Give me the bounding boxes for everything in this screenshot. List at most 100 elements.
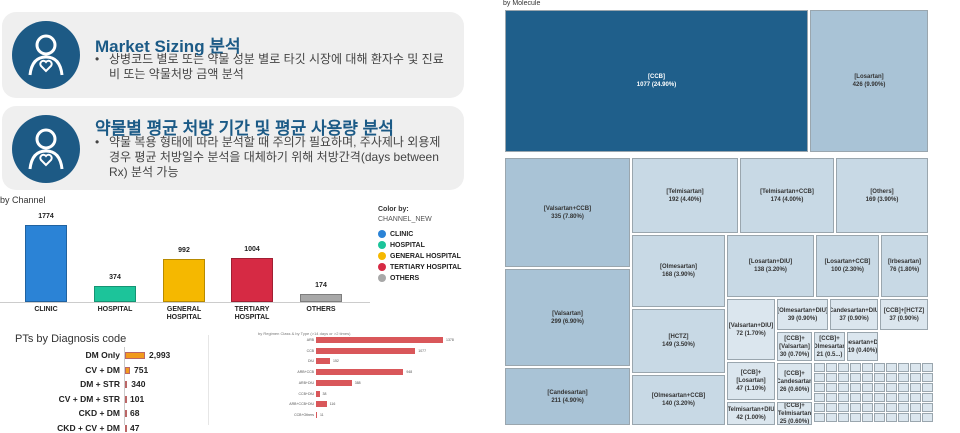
cell-name: [Olmesartan+CCB] — [651, 393, 706, 399]
legend-swatch — [378, 252, 386, 260]
treemap-cell-label: [Irbesartan+DIU]19 (0.40%) — [847, 339, 878, 355]
treemap-cell: [CCB]+[Losartan] 47 (1.10%) — [727, 362, 775, 400]
value-label: 116 — [329, 402, 336, 407]
treemap-cell-label: [CCB]+[Valsartan] 30 (0.70%) — [779, 335, 810, 358]
cell-pct: 3.20% — [767, 267, 785, 273]
bar — [25, 225, 67, 302]
cell-name: [Irbesartan+DIU] — [848, 339, 878, 346]
bar — [125, 381, 128, 388]
treemap-cell: [Losartan] 426 (9.90%) — [810, 10, 928, 152]
legend-item: OTHERS — [378, 274, 419, 282]
value-label: 340 — [131, 379, 146, 389]
category-label: ARB+DIU — [298, 380, 314, 385]
category-label: DIU — [307, 359, 314, 364]
treemap-cell: [Valsartan+DIU] 72 (1.70%) — [727, 299, 775, 360]
treemap-cell-label: [Candesartan+DIU]37 (0.90%) — [831, 307, 877, 323]
legend-swatch — [378, 230, 386, 238]
category-label: CV + DM + STR — [58, 393, 120, 404]
treemap-small-cell — [910, 403, 921, 412]
data-label: 174 — [315, 282, 327, 290]
cell-pct: 0.60% — [790, 386, 808, 393]
cell-pct: 0.90% — [899, 315, 917, 322]
treemap-cell-label: [Irbesartan] 76 (1.80%) — [887, 259, 921, 273]
treemap-small-cell — [838, 393, 849, 402]
treemap-cell: [CCB]+[HCTZ] 37 (0.90%) — [880, 299, 928, 330]
cell-name: [Telmisartan+DIU] — [727, 406, 775, 413]
cell-value: 211 — [551, 397, 561, 404]
value-label: 38 — [322, 391, 327, 396]
data-label: 1774 — [38, 213, 54, 220]
cell-value: 149 — [662, 342, 673, 348]
treemap-cell: [Telmisartan+CCB] 174 (4.00%) — [740, 158, 834, 233]
legend-swatch — [378, 241, 386, 249]
legend-swatch — [378, 274, 386, 282]
cell-value: 1077 — [636, 82, 651, 88]
legend-title: Color by: — [378, 206, 409, 213]
treemap-small-cell — [838, 413, 849, 422]
bar — [316, 411, 317, 418]
cell-value: 100 — [831, 267, 842, 273]
cell-value: 192 — [668, 196, 679, 203]
treemap-small-cell — [838, 403, 849, 412]
tick-label: OTHERS — [306, 306, 336, 313]
cell-name: [Olmesartan] — [659, 264, 697, 270]
treemap-cell-label: [CCB]+[Olmesartan]21 (0.5...) — [815, 335, 844, 359]
treemap-cell: [Irbesartan+DIU]19 (0.40%) — [847, 332, 878, 361]
treemap-small-cell — [898, 403, 909, 412]
treemap-cell: [Olmesartan+CCB] 140 (3.20%) — [632, 375, 725, 425]
treemap-cell: [Losartan+CCB] 100 (2.30%) — [816, 235, 879, 297]
cell-pct: 1.70% — [746, 330, 764, 337]
bar — [316, 390, 320, 397]
treemap-small-cell — [814, 383, 825, 392]
treemap-cell: [Valsartan+CCB] 335 (7.80%) — [505, 158, 630, 267]
cell-name: [CCB]+[Losartan] — [736, 370, 766, 384]
treemap-small-cell — [886, 383, 897, 392]
treemap-small-cell — [826, 403, 837, 412]
cell-value: 76 — [889, 267, 897, 273]
cell-value: 37 — [839, 315, 846, 322]
treemap-cell-label: [Others] 169 (3.90%) — [865, 188, 899, 203]
treemap-cell-label: [CCB]+[Telmisartan] 25 (0.60%) — [777, 402, 812, 425]
bar — [125, 395, 127, 403]
treemap-small-cell — [862, 413, 873, 422]
treemap-cell-label: [Olmesartan+DIU] 39 (0.90%) — [777, 307, 828, 322]
cell-name: [Olmesartan+DIU] — [777, 307, 828, 314]
treemap-cell-label: [Valsartan] 299 (6.90%) — [551, 310, 584, 325]
cell-value: 140 — [662, 401, 673, 407]
cell-name: [CCB]+[Candesartan] — [777, 370, 812, 385]
treemap-small-cell — [838, 373, 849, 382]
treemap-small-cell — [886, 403, 897, 412]
card-bullet: 상병코드 별로 또는 약물 성분 별로 타깃 시장에 대해 환자수 및 진료비 … — [95, 52, 444, 82]
value-label: 2,993 — [149, 350, 171, 360]
bar — [125, 366, 131, 374]
treemap-small-cell — [874, 393, 885, 402]
market-sizing-card: Market Sizing 분석 상병코드 별로 또는 약물 성분 별로 타깃 … — [2, 12, 464, 98]
treemap-small-cell — [814, 373, 825, 382]
bar — [316, 379, 352, 386]
cell-name: [Valsartan+CCB] — [543, 205, 592, 212]
treemap-small-cell — [814, 393, 825, 402]
bar — [125, 410, 127, 417]
treemap-small-cell — [850, 413, 861, 422]
treemap-cell: [Olmesartan+DIU] 39 (0.90%) — [777, 299, 828, 330]
treemap-cell-label: [CCB]+[Losartan] 47 (1.10%) — [736, 370, 766, 392]
cell-pct: 4.40% — [682, 196, 700, 203]
treemap-cell: [CCB]+[Candesartan]26 (0.60%) — [777, 363, 812, 400]
treemap-small-cell — [862, 373, 873, 382]
category-label: CCB+Others — [294, 412, 314, 417]
treemap-cell: [Candesartan+DIU]37 (0.90%) — [830, 299, 878, 330]
cell-name: [Candesartan+DIU] — [831, 307, 877, 314]
cell-pct: 7.80% — [564, 213, 582, 220]
treemap-cell-label: [Olmesartan] 168 (3.90%) — [659, 264, 697, 278]
cell-value: 19 — [847, 347, 855, 354]
cell-value: 169 — [865, 196, 876, 203]
treemap-small-cell — [886, 393, 897, 402]
treemap-small-cell — [922, 413, 933, 422]
category-label: CKD + DM — [78, 408, 120, 418]
cell-name: [Telmisartan] — [666, 188, 704, 195]
card-title: 약물별 평균 처방 기간 및 평균 사용량 분석 — [95, 119, 394, 138]
cell-value: 47 — [736, 386, 743, 392]
cell-pct: 3.90% — [675, 272, 693, 278]
treemap-cell-label: [Losartan] 426 (9.90%) — [852, 74, 886, 88]
treemap-small-cell — [898, 373, 909, 382]
